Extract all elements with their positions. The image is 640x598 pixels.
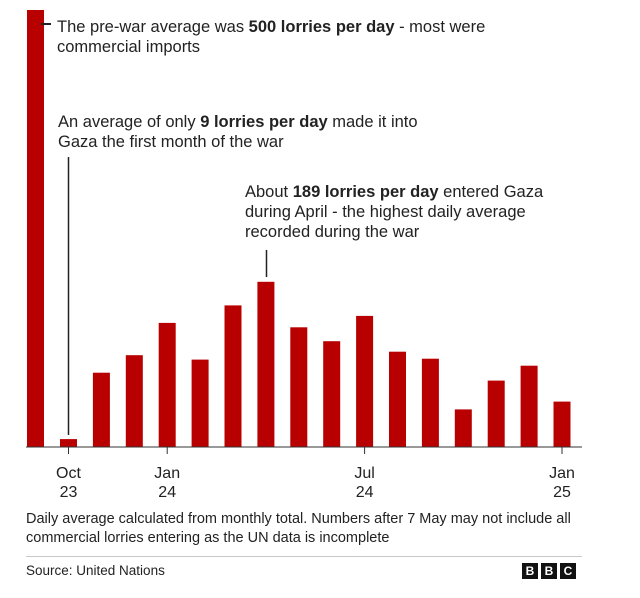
footer-divider [26, 556, 582, 557]
april-annotation: About 189 lorries per day entered Gaza d… [245, 182, 555, 242]
first-month-annotation-text: An average of only [58, 113, 201, 131]
bar [553, 401, 571, 447]
prewar-annotation-text-end: - most were commercial imports [57, 18, 486, 56]
bbc-logo-letter: B [522, 563, 538, 579]
bar [224, 305, 242, 447]
bar [389, 351, 406, 447]
bbc-logo-letter: C [560, 563, 576, 579]
bar [356, 315, 374, 447]
bar [125, 355, 143, 447]
bar [92, 372, 110, 447]
bar [191, 359, 209, 447]
bar [421, 358, 439, 447]
bbc-logo: B B C [522, 563, 576, 579]
source-label: Source: United Nations [26, 563, 165, 578]
bar [158, 322, 176, 447]
prewar-annotation-text: The pre-war average was [57, 18, 249, 36]
bar [487, 380, 505, 447]
x-tick-label: 24 [356, 484, 374, 501]
bars [27, 10, 571, 447]
x-axis-ticks: Oct 23 Jan 24 Jul 24 Jan 25 [56, 447, 575, 501]
first-month-annotation-text-end: made it into Gaza the first month of the… [58, 113, 418, 151]
x-tick-label: Oct [56, 465, 81, 482]
prewar-annotation-bold: 500 lorries per day [248, 18, 395, 36]
x-tick-label: 24 [158, 484, 176, 501]
april-annotation-text: About [245, 183, 293, 201]
bar-prewar [27, 10, 44, 447]
x-tick-label: Jul [354, 465, 374, 482]
bbc-logo-letter: B [541, 563, 557, 579]
footnote: Daily average calculated from monthly to… [26, 511, 571, 546]
bar [290, 327, 308, 447]
chart: Oct 23 Jan 24 Jul 24 Jan 25 [26, 10, 582, 501]
bar [257, 281, 275, 447]
x-tick-label: Jan [154, 465, 180, 482]
bar [520, 365, 538, 447]
april-annotation-text-end: entered Gaza during April - the highest … [245, 183, 544, 241]
x-tick-label: 23 [60, 484, 78, 501]
april-annotation-bold: 189 lorries per day [292, 183, 439, 201]
prewar-annotation: The pre-war average was 500 lorries per … [57, 17, 557, 57]
bar [454, 409, 472, 447]
x-tick-label: Jan [549, 465, 575, 482]
first-month-annotation: An average of only 9 lorries per day mad… [58, 112, 428, 152]
x-tick-label: 25 [553, 484, 571, 501]
bar [60, 439, 77, 447]
bar [323, 341, 341, 447]
first-month-annotation-bold: 9 lorries per day [200, 113, 328, 131]
